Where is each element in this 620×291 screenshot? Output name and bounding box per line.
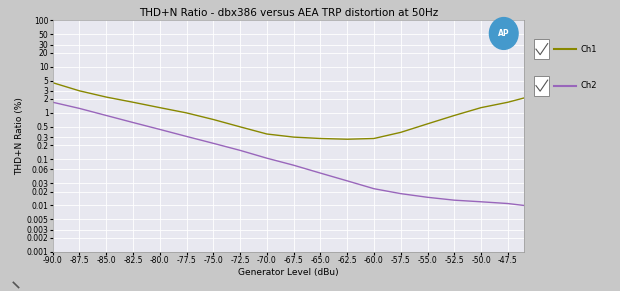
Bar bbox=[534, 76, 549, 95]
Circle shape bbox=[489, 17, 518, 49]
Text: Ch1: Ch1 bbox=[580, 45, 597, 54]
Y-axis label: THD+N Ratio (%): THD+N Ratio (%) bbox=[15, 97, 24, 175]
Title: THD+N Ratio - dbx386 versus AEA TRP distortion at 50Hz: THD+N Ratio - dbx386 versus AEA TRP dist… bbox=[139, 8, 438, 18]
Text: Ch2: Ch2 bbox=[580, 81, 597, 90]
Bar bbox=[534, 39, 549, 59]
X-axis label: Generator Level (dBu): Generator Level (dBu) bbox=[238, 268, 339, 277]
Text: AP: AP bbox=[498, 29, 510, 38]
